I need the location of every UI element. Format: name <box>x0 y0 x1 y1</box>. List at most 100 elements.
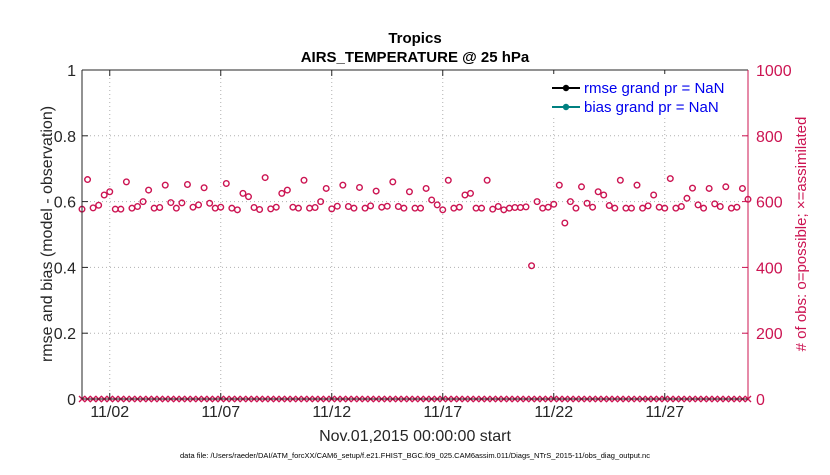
possible-obs-point <box>428 196 436 204</box>
possible-obs-point <box>139 198 147 206</box>
possible-obs-point <box>494 203 502 211</box>
possible-obs-point <box>172 204 180 212</box>
possible-obs-point <box>95 201 103 209</box>
possible-obs-point <box>644 202 652 210</box>
possible-obs-point <box>716 203 724 211</box>
possible-obs-point <box>389 178 397 186</box>
possible-obs-point <box>100 191 108 199</box>
possible-obs-point <box>705 184 713 192</box>
y-ticks-right: 0 200 400 600 800 1000 <box>742 63 792 409</box>
possible-obs-point <box>677 203 685 211</box>
possible-obs-point <box>350 204 358 212</box>
possible-obs-point <box>167 199 175 207</box>
possible-obs-point <box>478 204 486 212</box>
possible-obs-point <box>300 176 308 184</box>
chart-subtitle: AIRS_TEMPERATURE @ 25 hPa <box>301 49 530 66</box>
possible-obs-point <box>689 184 697 192</box>
possible-obs-point <box>422 184 430 192</box>
possible-obs-point <box>122 178 130 186</box>
possible-obs-point <box>195 201 203 209</box>
plot-area <box>82 70 748 399</box>
x-tick-label: 11/17 <box>423 404 462 421</box>
y-tick-label: 0.6 <box>54 195 76 212</box>
legend-marker-rmse <box>562 84 570 92</box>
possible-obs-point <box>616 176 624 184</box>
x-ticks: 11/02 11/07 11/12 11/17 11/22 11/27 <box>90 70 684 421</box>
possible-obs-point <box>233 206 241 214</box>
y-tick-label-right: 600 <box>756 195 783 212</box>
possible-obs-point <box>578 183 586 191</box>
possible-obs-point <box>178 199 186 207</box>
y-tick-label: 0.8 <box>54 129 76 146</box>
possible-obs-point <box>333 202 341 210</box>
y-axis-label: rmse and bias (model - observation) <box>39 106 56 362</box>
possible-obs-point <box>294 204 302 212</box>
possible-obs-point <box>89 204 97 212</box>
y-tick-label-right: 0 <box>756 392 765 409</box>
possible-obs-point <box>261 174 269 182</box>
possible-obs-point <box>550 200 558 208</box>
possible-obs-point <box>317 198 325 206</box>
possible-obs-point <box>417 204 425 212</box>
x-tick-label: 11/02 <box>90 404 129 421</box>
possible-obs-point <box>627 204 635 212</box>
y-tick-label: 0.4 <box>54 260 76 277</box>
possible-obs-point <box>633 181 641 189</box>
legend-label-rmse: rmse grand pr = NaN <box>584 80 724 97</box>
y-ticks-left: 0 0.2 0.4 0.6 0.8 1 <box>54 63 88 409</box>
data-file-footnote: data file: /Users/raeder/DAI/ATM_forcXX/… <box>180 451 650 460</box>
possible-obs-point <box>566 198 574 206</box>
legend-box <box>548 74 744 118</box>
possible-obs-point <box>639 204 647 212</box>
possible-obs-point <box>528 262 536 270</box>
y-tick-label-right: 1000 <box>756 63 792 80</box>
possible-obs-point <box>483 176 491 184</box>
possible-obs-point <box>145 186 153 194</box>
possible-obs-point <box>133 203 141 211</box>
possible-obs-point <box>328 205 336 213</box>
legend-marker-bias <box>562 103 570 111</box>
possible-obs-point <box>555 181 563 189</box>
possible-obs-point <box>661 204 669 212</box>
possible-obs-point <box>106 188 114 196</box>
possible-obs-point <box>361 204 369 212</box>
possible-obs-point <box>117 205 125 213</box>
possible-obs-point <box>322 184 330 192</box>
possible-obs-point <box>311 204 319 212</box>
possible-obs-point <box>433 201 441 209</box>
possible-obs-point <box>405 188 413 196</box>
possible-obs-point <box>439 206 447 214</box>
possible-obs-point <box>356 183 364 191</box>
possible-obs-point <box>572 204 580 212</box>
possible-obs-point <box>272 203 280 211</box>
possible-obs-point <box>283 186 291 194</box>
possible-obs-point <box>533 198 541 206</box>
possible-obs-point <box>444 176 452 184</box>
possible-obs-point <box>200 184 208 192</box>
possible-obs-point <box>239 189 247 197</box>
possible-obs-point <box>400 204 408 212</box>
possible-obs-point <box>206 199 214 207</box>
y-tick-label: 1 <box>67 63 76 80</box>
possible-obs-point <box>683 194 691 202</box>
possible-obs-point <box>700 204 708 212</box>
possible-obs-point <box>339 181 347 189</box>
x-axis-label: Nov.01,2015 00:00:00 start <box>319 428 511 445</box>
y-tick-label-right: 800 <box>756 129 783 146</box>
possible-obs-point <box>161 181 169 189</box>
y-tick-label-right: 400 <box>756 260 783 277</box>
possible-obs-point <box>244 193 252 201</box>
possible-obs-point <box>217 203 225 211</box>
possible-obs-point <box>84 176 92 184</box>
possible-obs-point <box>522 203 530 211</box>
y-tick-label: 0 <box>67 392 76 409</box>
possible-obs-point <box>156 204 164 212</box>
possible-obs-point <box>383 202 391 210</box>
possible-obs-point <box>722 183 730 191</box>
possible-obs-point <box>605 202 613 210</box>
possible-obs-point <box>733 203 741 211</box>
possible-obs-point <box>650 191 658 199</box>
possible-obs-point <box>594 188 602 196</box>
possible-obs-point <box>561 219 569 227</box>
